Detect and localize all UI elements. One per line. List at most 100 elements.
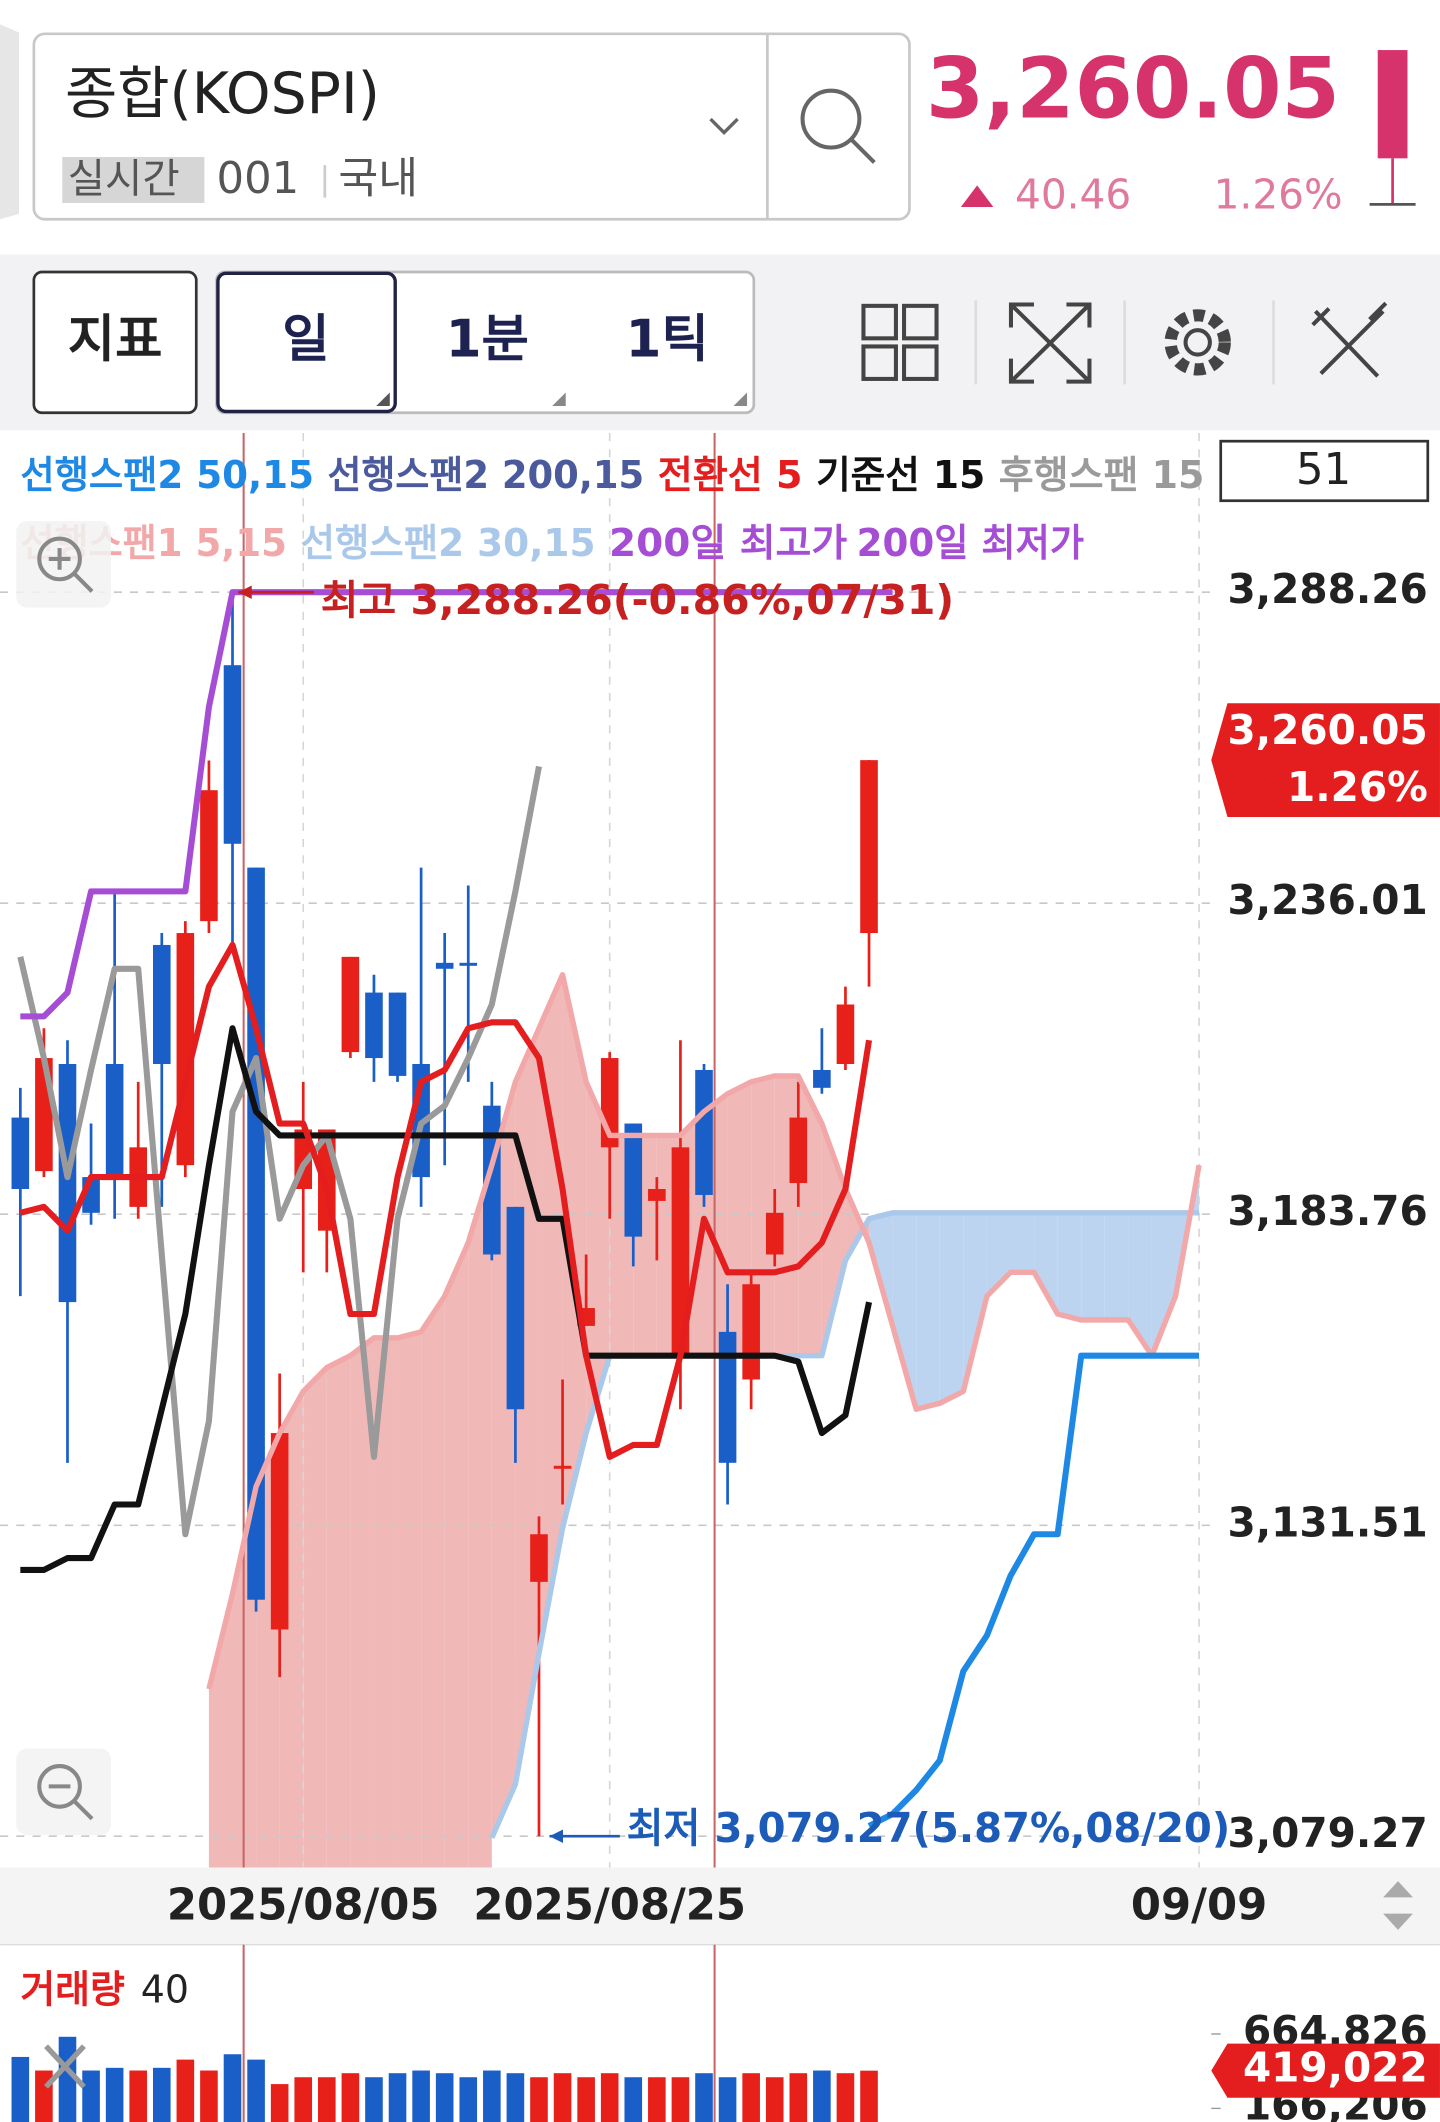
high-note-arrowhead [238, 585, 252, 599]
volume-bar [200, 2070, 218, 2122]
gear-hole[interactable] [1183, 328, 1212, 357]
indicator-button-label[interactable]: 지표 [68, 309, 163, 369]
cloud-segment [444, 1242, 469, 1868]
cloud-segment [586, 1081, 610, 1434]
cloud-segment [397, 1331, 422, 1868]
high-note: 최고 3,288.26(-0.86%,07/31) [321, 576, 954, 624]
tools-icon[interactable] [1311, 301, 1388, 378]
volume-bar [247, 2059, 265, 2122]
day-button-label[interactable]: 일 [282, 309, 329, 369]
candle-body [789, 1117, 808, 1184]
line-layer [17, 589, 1202, 1839]
volume-layer [11, 2036, 878, 2122]
indicator-count-box[interactable] [1219, 439, 1430, 503]
candle-body [435, 962, 454, 969]
price-badge-price: 3,260.05 [1228, 706, 1428, 754]
volume-bar [671, 2077, 690, 2122]
volume-bar [742, 2073, 760, 2122]
volume-bar [648, 2077, 666, 2122]
close-icon[interactable] [44, 2044, 86, 2089]
minute-button-label[interactable]: 1분 [446, 309, 529, 369]
zoom-out-icon[interactable] [37, 1764, 82, 1809]
symbol-box[interactable] [32, 32, 911, 221]
price-change: 40.46 [1015, 171, 1131, 219]
search-icon-handle[interactable] [849, 137, 876, 164]
low-note-arrowhead [549, 1829, 564, 1843]
candle-body [388, 992, 407, 1076]
dropdown-icon[interactable] [709, 117, 739, 136]
zoom-in-bg[interactable] [16, 521, 112, 608]
volume-bar [318, 2077, 336, 2122]
layout-cell[interactable] [902, 303, 939, 341]
scroll-arrows[interactable] [1383, 1881, 1413, 1930]
legend-entry: 선행스팬2 30,15 [300, 521, 595, 565]
symbol-name: 종합(KOSPI) [65, 61, 380, 127]
tick-button-label[interactable]: 1틱 [626, 309, 709, 369]
x-tick-label: 2025/08/25 [473, 1881, 746, 1931]
fullscreen-icon[interactable] [1008, 302, 1092, 384]
cloud-segment [1104, 1212, 1129, 1320]
zoom-in-glyph[interactable] [48, 548, 94, 593]
layout-cell[interactable] [861, 303, 898, 341]
fullscreen-glyph[interactable] [1008, 302, 1092, 384]
search-icon[interactable] [800, 88, 862, 150]
day-button[interactable] [216, 271, 397, 414]
gear-teeth[interactable] [1164, 309, 1231, 376]
volume-bar [624, 2077, 643, 2122]
y-tick-label: 3,079.27 [1228, 1809, 1428, 1857]
candle-body [742, 1284, 760, 1380]
settings-icon[interactable] [1164, 309, 1231, 376]
cloud-segment [892, 1212, 917, 1410]
candle-body [459, 962, 478, 966]
candle-body [765, 1212, 784, 1255]
candle-body [813, 1069, 831, 1088]
volume-bar [600, 2073, 619, 2122]
volume-bar [860, 2070, 878, 2122]
candle-body [270, 1433, 289, 1630]
volume-badge [1211, 2043, 1440, 2098]
volume-title: 거래량 [20, 1968, 125, 2012]
zoom-out-glyph[interactable] [48, 1784, 94, 1821]
volume-bar [506, 2073, 525, 2122]
zoom-out-bg[interactable] [16, 1748, 112, 1836]
cloud-segment [350, 1337, 374, 1868]
tools-glyph[interactable] [1311, 301, 1388, 378]
volume-bar [435, 2073, 454, 2122]
volume-bar [483, 2070, 501, 2122]
corner-mark [376, 392, 390, 406]
cloud-segment [916, 1212, 940, 1410]
legend-entry: 선행스팬2 200,15 [328, 453, 645, 497]
candle-body [695, 1069, 713, 1195]
cloud-segment [1010, 1212, 1035, 1273]
zoom-out[interactable] [16, 1748, 112, 1836]
layout-cell[interactable] [902, 344, 939, 381]
layout-icon[interactable] [861, 303, 939, 381]
volume-bar [388, 2073, 407, 2122]
volume-badge-label: 419,022 [1243, 2044, 1428, 2092]
legend-entry: 후행스팬 15 [999, 453, 1205, 497]
price-badge-change: 1.26% [1287, 763, 1428, 811]
candle-body [718, 1331, 737, 1463]
indicator-button[interactable] [32, 270, 198, 415]
volume-bar [789, 2073, 808, 2122]
volume-bar [129, 2070, 148, 2122]
zoom-in-icon[interactable] [37, 536, 82, 582]
cloud-segment [468, 1165, 492, 1868]
zoom-in[interactable] [16, 521, 112, 608]
volume-bar [341, 2073, 360, 2122]
y-tick-label: 3,288.26 [1228, 565, 1428, 613]
volume-bar [270, 2084, 289, 2122]
date-labels: 2025/08/05 2025/08/25 09/09 [167, 1881, 1267, 1931]
search-button[interactable] [800, 88, 876, 164]
volume-bar [35, 2070, 53, 2122]
volume-bar [152, 2067, 171, 2122]
legend-entry: 200일 최저가 [857, 521, 1084, 565]
volume-bar [836, 2073, 855, 2122]
layout-cell[interactable] [861, 344, 898, 381]
candle-body [671, 1147, 690, 1356]
indicator-count[interactable]: 51 [1296, 445, 1351, 495]
cloud-segment [1034, 1212, 1058, 1315]
cloud-layer [208, 974, 1200, 1868]
side-tab[interactable] [0, 24, 19, 220]
